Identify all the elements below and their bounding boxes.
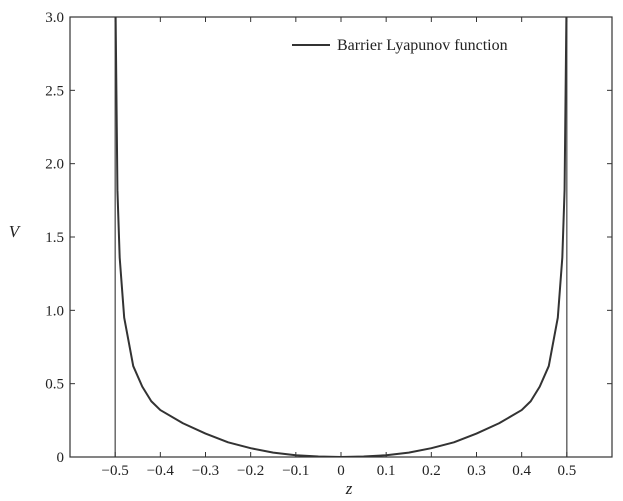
y-tick-label: 3.0 [45,10,64,26]
x-tick-label: −0.3 [192,463,219,479]
x-tick-label: −0.5 [102,463,129,479]
x-axis-label: z [345,479,353,498]
x-tick-label: 0.2 [422,463,441,479]
y-tick-label: 1.5 [45,230,64,246]
x-tick-label: 0.4 [512,463,531,479]
y-tick-label: 2.0 [45,157,64,173]
x-tick-label: 0 [337,463,345,479]
x-tick-label: −0.2 [237,463,264,479]
y-axis-label: V [9,222,22,241]
y-tick-label: 0 [57,450,65,466]
plot-frame [69,16,613,458]
legend: Barrier Lyapunov function [292,37,508,54]
x-tick-label: 0.5 [557,463,576,479]
legend-label: Barrier Lyapunov function [337,37,508,54]
y-tick-label: 1.0 [45,303,64,319]
y-tick-label: 0.5 [45,377,64,393]
x-tick-label: 0.3 [467,463,486,479]
plot-area [114,17,568,457]
series-line-0 [114,17,568,457]
x-tick-label: 0.1 [377,463,396,479]
x-tick-label: −0.4 [147,463,175,479]
x-tick-label: −0.1 [282,463,309,479]
axes: −0.5 −0.4 −0.3 −0.2 −0.1 0 0.1 0.2 0.3 0.4 0.5 0 0.5… [45,10,613,479]
y-tick-label: 2.5 [45,83,64,99]
